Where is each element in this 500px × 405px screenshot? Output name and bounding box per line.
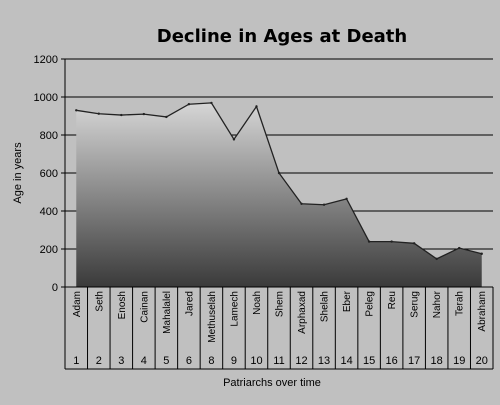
x-category-label: Peleg	[365, 291, 376, 317]
data-point	[277, 171, 281, 175]
x-category-label: Noah	[252, 291, 263, 315]
data-point	[322, 203, 326, 206]
x-category-number: 5	[163, 355, 169, 367]
data-point	[142, 112, 146, 116]
x-category-number: 10	[250, 355, 262, 367]
x-category-number: 8	[208, 355, 214, 367]
data-point	[255, 105, 258, 108]
x-category-number: 11	[273, 355, 284, 367]
x-category-label: Shem	[275, 291, 286, 317]
x-category-label: Lamech	[229, 291, 240, 327]
x-category-label: Cainan	[139, 291, 150, 323]
y-tick-label: 1000	[34, 92, 58, 104]
x-category-number: 2	[96, 355, 102, 367]
x-category-label: Mahalalel	[162, 291, 173, 334]
x-category-number: 20	[476, 355, 488, 367]
x-category-number: 3	[118, 355, 124, 367]
x-category-label: Nahor	[432, 290, 443, 318]
data-point	[210, 101, 213, 105]
x-category-label: Shelah	[320, 291, 331, 322]
data-point	[412, 242, 416, 245]
y-tick-label: 1200	[34, 54, 58, 66]
x-category-label: Seth	[94, 291, 105, 312]
area-fill	[76, 102, 482, 287]
y-axis-label: Age in years	[12, 142, 24, 204]
x-category-labels: Adam 1 Seth 2 Enosh 3 Cainan 4 Mahalalel 5 Jared 6 M…	[72, 290, 488, 367]
x-category-label: Methuselah	[207, 291, 218, 343]
x-category-label: Serug	[410, 291, 421, 318]
data-point	[435, 257, 438, 261]
y-tick-labels: 0 200 400 600 800 1000 1200	[34, 54, 58, 294]
x-category-number: 6	[186, 355, 192, 367]
y-tick-label: 400	[40, 206, 58, 218]
x-category-number: 4	[141, 355, 147, 367]
data-point	[75, 109, 78, 112]
y-tick-label: 800	[40, 130, 58, 142]
data-point	[390, 240, 393, 243]
x-axis-label: Patriarchs over time	[223, 377, 321, 389]
data-point	[367, 240, 371, 243]
chart-title: Decline in Ages at Death	[157, 26, 407, 47]
x-category-label: Enosh	[117, 291, 128, 319]
data-point	[458, 246, 461, 250]
data-point	[300, 202, 303, 205]
x-category-label: Jared	[184, 291, 195, 316]
data-point	[187, 103, 191, 106]
x-category-number: 18	[431, 355, 443, 367]
y-tick-label: 0	[52, 282, 58, 294]
x-category-number: 13	[318, 355, 330, 367]
axes	[64, 59, 494, 370]
x-category-number: 15	[363, 355, 375, 367]
x-category-number: 12	[295, 355, 307, 367]
area-series	[75, 101, 483, 287]
x-category-label: Adam	[72, 291, 83, 317]
x-category-number: 17	[408, 355, 420, 367]
data-point	[480, 252, 483, 255]
x-category-label: Arphaxad	[297, 291, 308, 334]
x-category-label: Abraham	[477, 291, 488, 332]
data-point	[165, 115, 168, 119]
x-category-number: 16	[386, 355, 398, 367]
x-category-number: 14	[340, 355, 352, 367]
x-category-label: Eber	[342, 290, 353, 312]
x-category-number: 9	[231, 355, 237, 367]
x-category-number: 1	[73, 355, 79, 367]
x-category-label: Reu	[387, 291, 398, 309]
data-point	[97, 112, 100, 115]
data-point	[120, 113, 123, 117]
data-point	[345, 197, 348, 201]
x-category-label: Terah	[455, 291, 466, 316]
data-point	[232, 138, 236, 141]
x-category-number: 19	[453, 355, 465, 367]
y-tick-label: 200	[40, 244, 58, 256]
y-tick-label: 600	[40, 168, 58, 180]
